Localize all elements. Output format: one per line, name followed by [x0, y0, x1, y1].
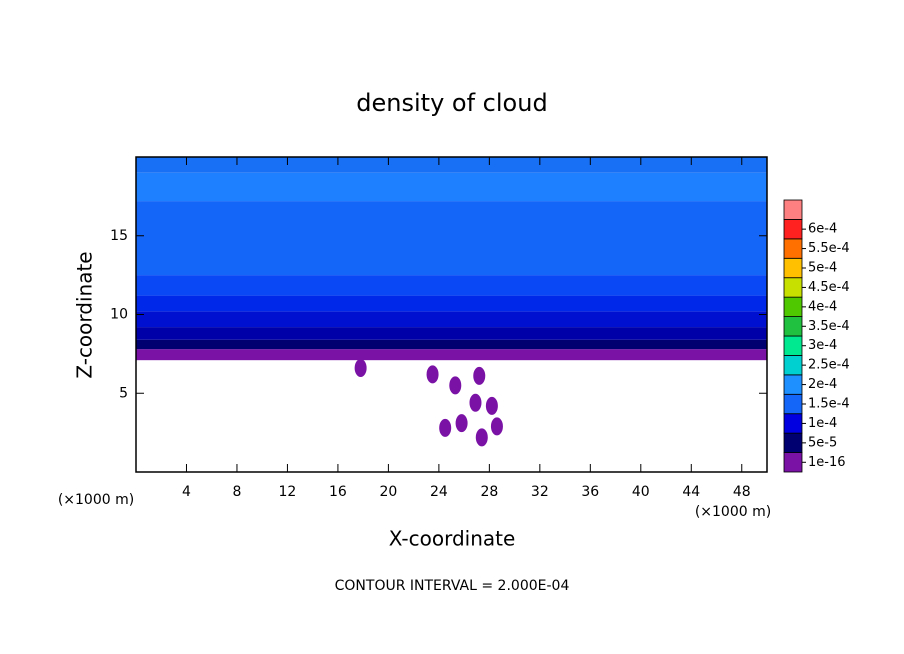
contour-patch	[473, 366, 486, 385]
colorbar-label: 1.5e-4	[808, 397, 850, 412]
x-axis-label: X-coordinate	[389, 527, 516, 551]
colorbar-box	[783, 413, 803, 434]
y-tick-label: 15	[110, 228, 128, 244]
contour-band	[136, 172, 767, 202]
contour-band	[136, 275, 767, 296]
x-tick-label: 28	[480, 484, 498, 500]
x-tick-label: 16	[329, 484, 347, 500]
colorbar-box	[783, 316, 803, 337]
colorbar-label: 5.5e-4	[808, 241, 850, 256]
annotation: CONTOUR INTERVAL = 2.000E-04	[335, 578, 570, 594]
x-unit-label: (×1000 m)	[695, 504, 771, 520]
x-tick-label: 24	[430, 484, 448, 500]
contour-band	[136, 327, 767, 340]
contour-patch	[490, 417, 503, 436]
colorbar-box	[783, 355, 803, 376]
contour-patch	[449, 376, 462, 395]
colorbar-label: 3.5e-4	[808, 319, 850, 334]
colorbar-label: 4e-4	[808, 299, 837, 314]
contour-band	[136, 201, 767, 276]
x-tick-label: 20	[379, 484, 397, 500]
contour-patch	[426, 365, 439, 384]
contour-patch	[455, 414, 468, 433]
colorbar-box	[783, 257, 803, 279]
colorbar-box	[783, 296, 803, 317]
x-tick-label: 44	[682, 484, 700, 500]
colorbar-label: 1e-16	[808, 455, 846, 470]
x-tick-label: 40	[632, 484, 650, 500]
colorbar-label: 4.5e-4	[808, 280, 850, 295]
x-tick-label: 4	[182, 484, 191, 500]
contour-band	[136, 295, 767, 312]
colorbar-box	[783, 199, 803, 220]
x-tick-label: 12	[279, 484, 297, 500]
contour-band	[136, 311, 767, 328]
colorbar-box	[783, 452, 803, 473]
x-tick-label: 32	[531, 484, 549, 500]
y-tick-label: 10	[110, 307, 128, 323]
colorbar-label: 3e-4	[808, 338, 837, 353]
colorbar-label: 5e-5	[808, 435, 837, 450]
y-tick-label: 5	[119, 385, 128, 401]
colorbar-label: 5e-4	[808, 261, 837, 276]
colorbar-box	[783, 238, 803, 259]
colorbar-box	[783, 374, 803, 395]
colorbar-label: 2e-4	[808, 377, 837, 392]
colorbar-box	[783, 432, 803, 453]
x-tick-label: 36	[581, 484, 599, 500]
contour-patch	[475, 428, 488, 447]
colorbar-box	[783, 335, 803, 356]
y-axis-label: Z-coordinate	[73, 251, 97, 378]
contour-band	[136, 349, 767, 361]
contour-patch	[354, 359, 367, 378]
y-unit-label: (×1000 m)	[58, 492, 134, 508]
colorbar-box	[783, 219, 803, 240]
x-tick-label: 8	[232, 484, 241, 500]
colorbar-box	[783, 277, 803, 298]
contour-patch	[485, 396, 498, 415]
colorbar-label: 1e-4	[808, 416, 837, 431]
contour-band	[136, 339, 767, 350]
contour-patch	[469, 393, 482, 412]
colorbar-label: 6e-4	[808, 222, 837, 237]
contour-band	[136, 157, 767, 173]
chart-title: density of cloud	[356, 89, 547, 117]
colorbar-box	[783, 393, 803, 415]
x-tick-label: 48	[733, 484, 751, 500]
contour-patch	[439, 418, 452, 437]
colorbar-label: 2.5e-4	[808, 358, 850, 373]
